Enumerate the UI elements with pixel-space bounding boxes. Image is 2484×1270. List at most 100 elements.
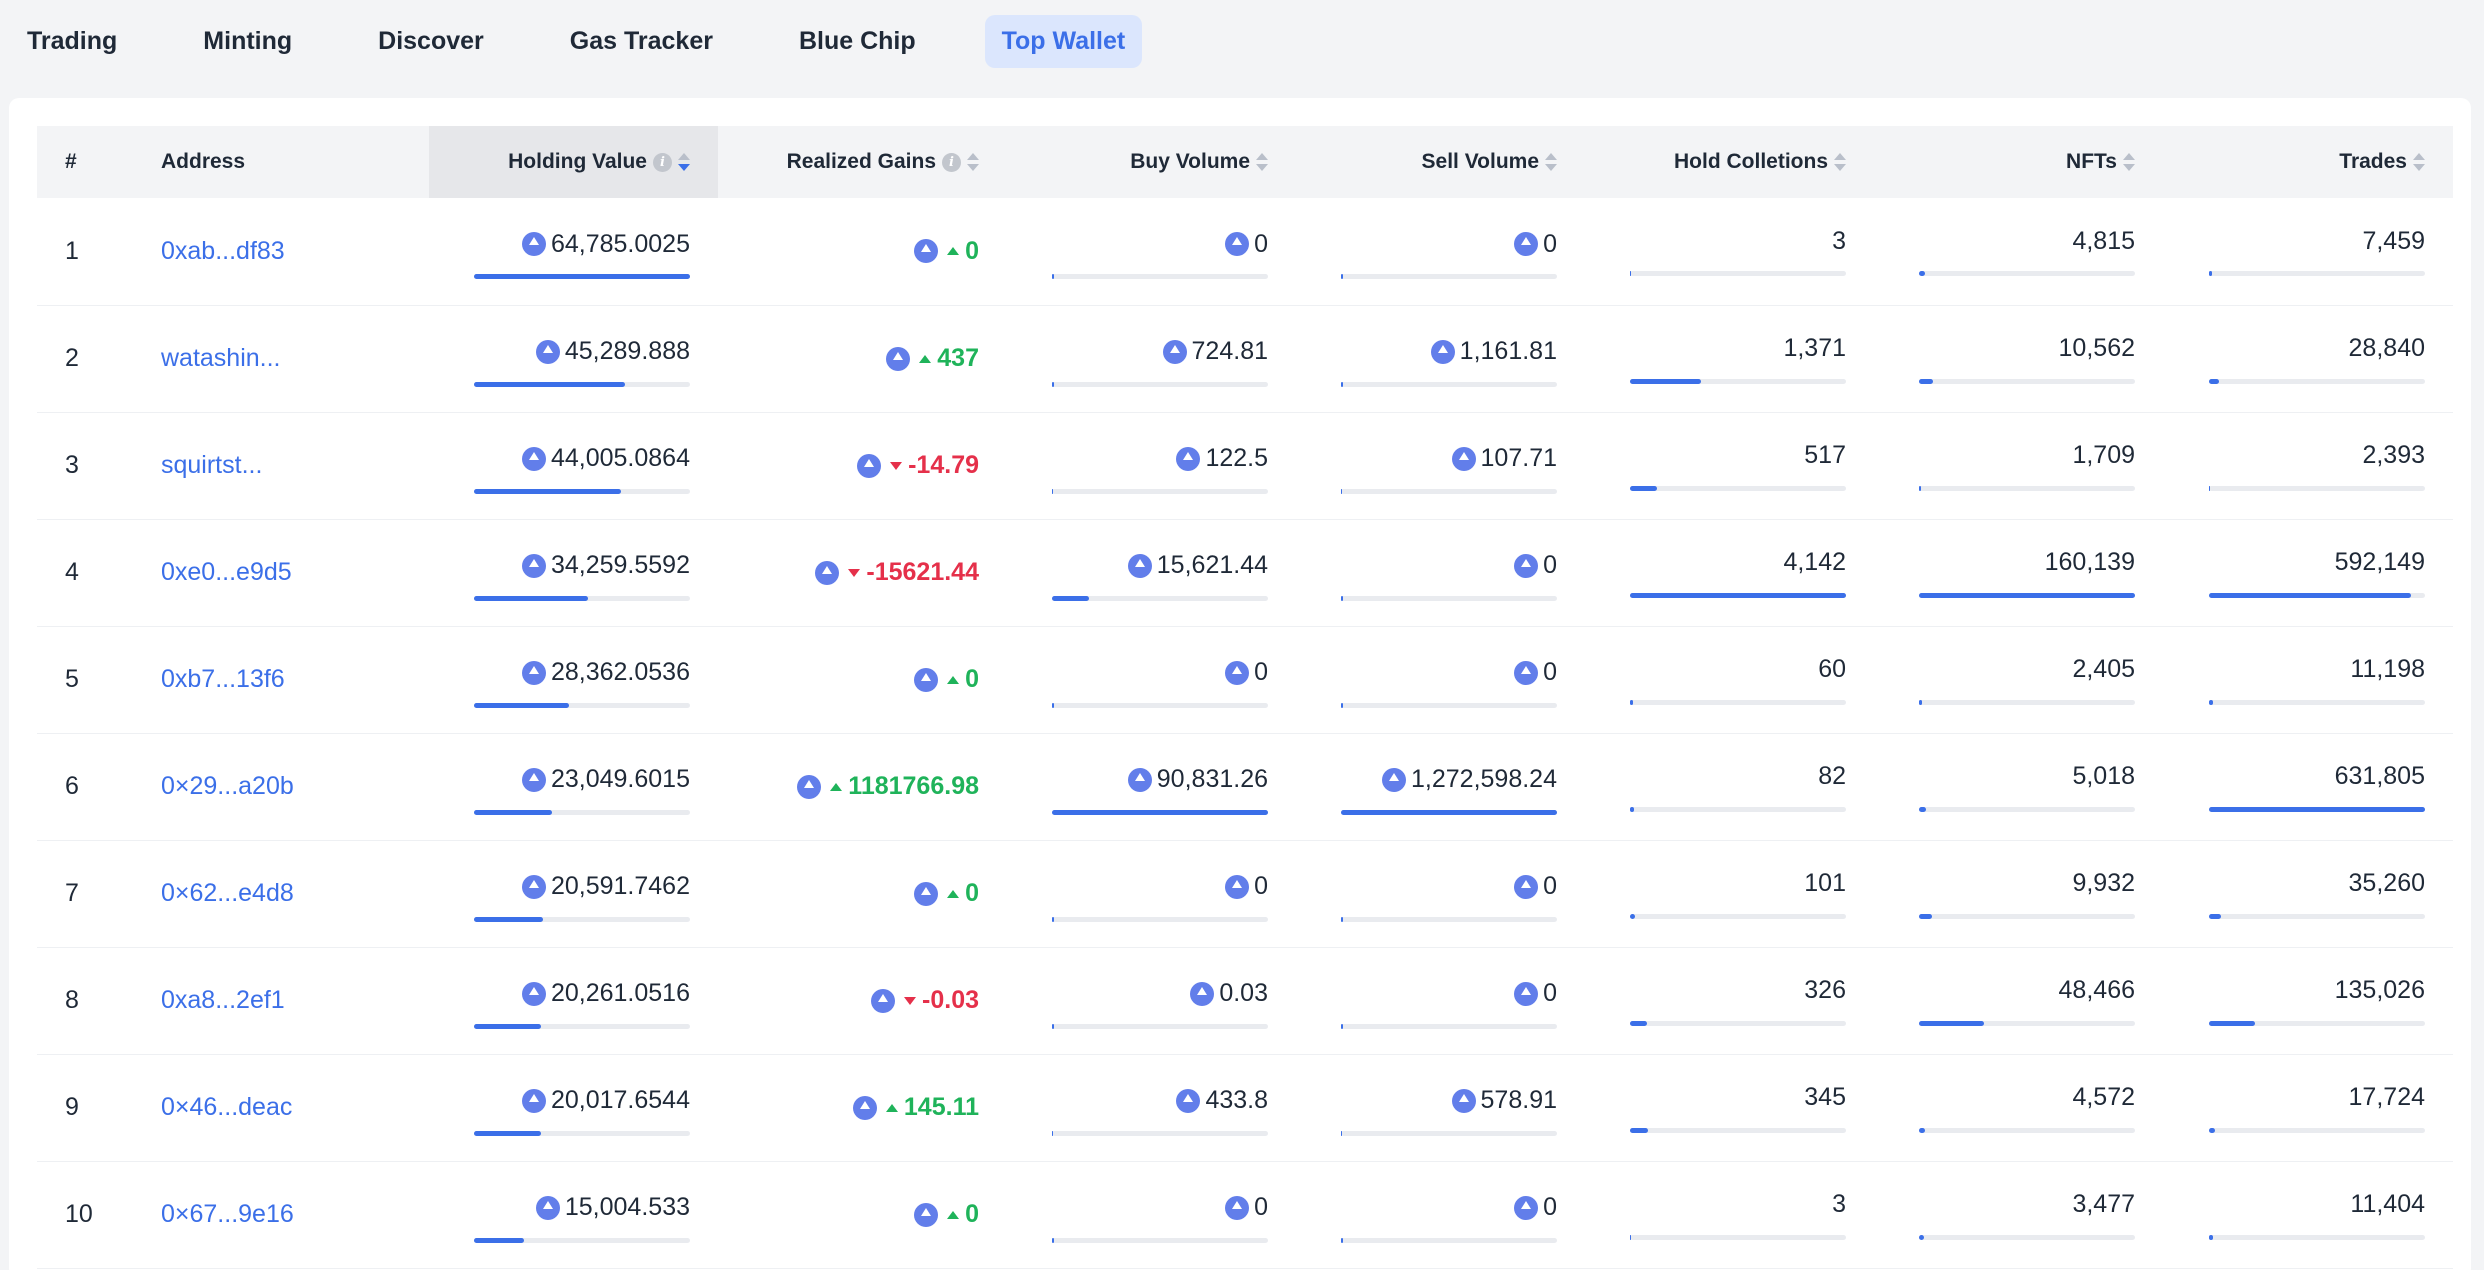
table-row[interactable]: 3 squirtst... 44,005.0864 -14.79 122.5 107.71… [37,412,2453,519]
eth-icon [1451,446,1476,471]
trades-value: 631,805 [2334,762,2425,790]
header-buy-volume[interactable]: Buy Volume [1007,126,1296,198]
wallet-address-link[interactable]: watashin... [161,344,281,372]
tab-gas-tracker[interactable]: Gas Tracker [569,26,713,55]
eth-icon [815,560,840,585]
wallet-address-link[interactable]: 0xb7...13f6 [161,665,285,693]
arrow-up-icon [947,675,960,684]
wallet-address-link[interactable]: 0xe0...e9d5 [161,558,292,586]
trades-cell: 35,260 [2163,840,2453,947]
nfts-bar-fill [1919,485,1922,491]
header-hold-collections[interactable]: Hold Colletions [1585,126,1874,198]
nfts-bar [1919,592,2135,598]
tab-minting[interactable]: Minting [203,26,293,55]
nfts-bar-fill [1919,913,1933,919]
eth-icon [1176,446,1201,471]
header-nfts[interactable]: NFTs [1874,126,2163,198]
trades-cell: 135,026 [2163,947,2453,1054]
sort-icon[interactable] [1256,153,1268,172]
header-trades[interactable]: Trades [2163,126,2453,198]
wallet-address-link[interactable]: 0×62...e4d8 [161,879,294,907]
trades-bar-fill [2209,378,2219,384]
sell-volume-value: 1,161.81 [1459,337,1557,365]
holding-value-bar-fill [474,702,570,708]
buy-volume-bar [1052,381,1268,387]
eth-icon [521,1088,546,1113]
wallet-address-link[interactable]: squirtst... [161,451,263,479]
nfts-bar [1919,1127,2135,1133]
sell-volume-cell: 0 [1296,626,1585,733]
table-row[interactable]: 9 0×46...deac 20,017.6544 145.11 433.8 578.91… [37,1054,2453,1161]
info-icon[interactable]: i [942,152,961,172]
sort-icon[interactable] [967,153,979,172]
sort-icon[interactable] [2123,153,2135,172]
sell-volume-cell: 0 [1296,1161,1585,1268]
wallet-address-link[interactable]: 0×29...a20b [161,772,294,800]
realized-gains-value: 0 [965,665,979,693]
header-sell-volume[interactable]: Sell Volume [1296,126,1585,198]
hold-collections-value: 1,371 [1783,334,1846,362]
tab-trading[interactable]: Trading [27,26,118,55]
table-row[interactable]: 7 0×62...e4d8 20,591.7462 0 0 0 101 9,932 35,260 [37,840,2453,947]
eth-icon [914,881,939,906]
buy-volume-bar [1052,1130,1268,1136]
tab-top-wallet[interactable]: Top Wallet [984,14,1143,68]
buy-volume-bar [1052,488,1268,494]
realized-gains-cell: 0 [718,840,1007,947]
buy-volume-bar-fill [1052,916,1054,922]
table-row[interactable]: 1 0xab...df83 64,785.0025 0 0 0 3 4,815 7,459 [37,198,2453,305]
nfts-bar-fill [1919,378,1934,384]
nfts-cell: 5,018 [1874,733,2163,840]
holding-value-value: 20,017.6544 [550,1086,690,1114]
nfts-bar-fill [1919,699,1923,705]
sort-icon[interactable] [1834,153,1846,172]
info-icon[interactable]: i [653,152,672,172]
table-row[interactable]: 10 0×67...9e16 15,004.533 0 0 0 3 3,477 11,404 [37,1161,2453,1268]
trades-value: 11,198 [2350,655,2425,683]
buy-volume-cell: 0 [1007,626,1296,733]
trades-value: 135,026 [2334,976,2425,1004]
buy-volume-cell: 724.81 [1007,305,1296,412]
sort-icon[interactable] [678,153,690,172]
rank-cell: 3 [65,451,79,479]
nfts-bar [1919,806,2135,812]
realized-gains-cell: 145.11 [718,1054,1007,1161]
eth-icon [1451,1088,1476,1113]
table-row[interactable]: 8 0xa8...2ef1 20,261.0516 -0.03 0.03 0 326 48,4… [37,947,2453,1054]
holding-value-bar-fill [474,488,621,494]
holding-value-cell: 44,005.0864 [429,412,718,519]
sell-volume-value: 1,272,598.24 [1411,765,1557,793]
nfts-bar [1919,485,2135,491]
sell-volume-bar [1341,809,1557,815]
arrow-up-icon [830,782,843,791]
trades-bar [2209,1234,2425,1240]
nfts-value: 10,562 [2058,334,2135,362]
eth-icon [1176,1088,1201,1113]
realized-gains-cell: 0 [718,198,1007,305]
sort-icon[interactable] [2413,153,2425,172]
arrow-up-icon [947,247,960,256]
realized-gains-value: 1181766.98 [848,772,979,800]
table-row[interactable]: 2 watashin... 45,289.888 437 724.81 1,161.81 1… [37,305,2453,412]
tab-bar: Trading Minting Discover Gas Tracker Blu… [0,0,2484,82]
eth-icon [1190,981,1215,1006]
header-realized-gains[interactable]: Realized Gains i [718,126,1007,198]
arrow-down-icon [848,568,861,577]
wallet-address-link[interactable]: 0xab...df83 [161,236,285,265]
table-row[interactable]: 6 0×29...a20b 23,049.6015 1181766.98 90,831.… [37,733,2453,840]
trades-bar [2209,378,2425,384]
wallet-address-link[interactable]: 0×67...9e16 [161,1200,294,1228]
sort-icon[interactable] [1545,153,1557,172]
sell-volume-value: 0 [1543,658,1557,686]
tab-discover[interactable]: Discover [378,26,484,55]
wallet-address-link[interactable]: 0×46...deac [161,1093,293,1121]
wallet-address-link[interactable]: 0xa8...2ef1 [161,986,285,1014]
nfts-value: 160,139 [2044,548,2135,576]
holding-value-bar [474,1130,690,1136]
holding-value-cell: 23,049.6015 [429,733,718,840]
tab-blue-chip[interactable]: Blue Chip [798,26,916,55]
buy-volume-bar [1052,274,1268,280]
table-row[interactable]: 4 0xe0...e9d5 34,259.5592 -15621.44 15,621.4… [37,519,2453,626]
header-holding-value[interactable]: Holding Value i [429,126,718,198]
table-row[interactable]: 5 0xb7...13f6 28,362.0536 0 0 0 60 2,405 11,198 [37,626,2453,733]
